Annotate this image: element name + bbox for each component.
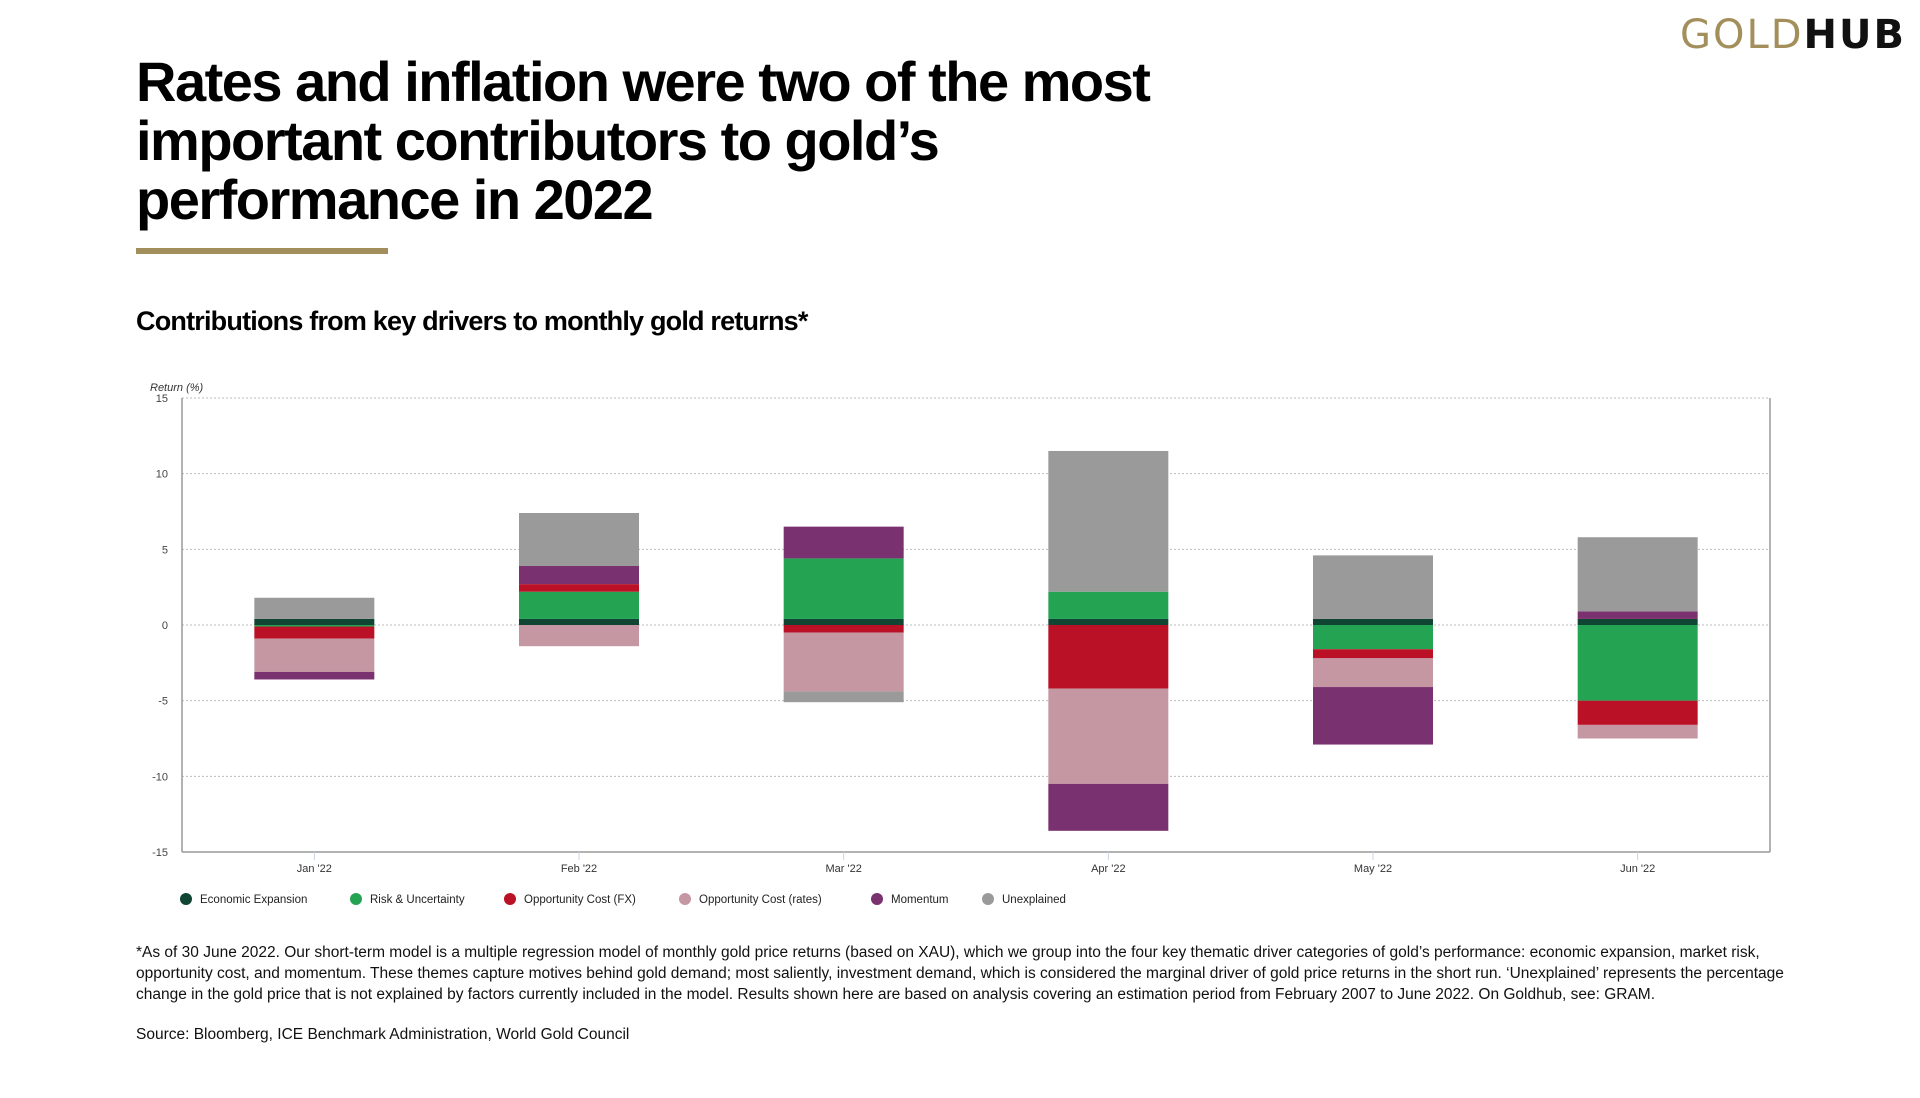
legend-item-unexplained[interactable]: Unexplained — [982, 893, 1066, 906]
legend-marker-icon — [180, 893, 192, 905]
bar-segment-opportunity-cost-fx--0 — [254, 626, 375, 639]
bar-segment-risk-uncertainty-3 — [1048, 591, 1169, 619]
y-tick-label: -5 — [158, 696, 168, 708]
bar-segment-opportunity-cost-fx--2 — [783, 625, 904, 633]
bar-segment-opportunity-cost-rates--2 — [783, 632, 904, 692]
footnote: *As of 30 June 2022. Our short-term mode… — [136, 944, 1784, 1003]
legend-marker-icon — [350, 893, 362, 905]
bar-segment-momentum-5 — [1577, 611, 1698, 619]
bar-segment-opportunity-cost-fx--3 — [1048, 625, 1169, 689]
page-title: Rates and inflation were two of the most… — [136, 50, 1151, 231]
chart-subtitle: Contributions from key drivers to monthl… — [136, 306, 808, 336]
bar-segment-opportunity-cost-fx--1 — [519, 584, 639, 592]
legend: Economic Expansion Risk & Uncertainty Oppo… — [180, 893, 1066, 906]
legend-label: Opportunity Cost (rates) — [699, 894, 822, 906]
x-tick-label: Mar '22 — [825, 863, 861, 875]
bar-segment-unexplained-1 — [519, 513, 639, 566]
legend-item-opportunity-cost-rates-[interactable]: Opportunity Cost (rates) — [679, 893, 822, 906]
bar-segment-opportunity-cost-fx--4 — [1313, 649, 1433, 659]
x-tick-label: Jan '22 — [297, 863, 332, 875]
legend-marker-icon — [504, 893, 516, 905]
legend-marker-icon — [982, 893, 994, 905]
y-tick-label: 0 — [162, 620, 168, 632]
bar-segment-risk-uncertainty-5 — [1577, 625, 1698, 701]
bar-segment-unexplained-3 — [1048, 450, 1169, 592]
bar-segment-risk-uncertainty-0 — [254, 625, 375, 627]
y-tick-label: 10 — [156, 469, 168, 481]
source-note: Source: Bloomberg, ICE Benchmark Adminis… — [136, 1026, 630, 1043]
legend-label: Risk & Uncertainty — [370, 894, 465, 906]
bar-segment-momentum-1 — [519, 565, 639, 585]
bar-segment-opportunity-cost-fx--5 — [1577, 700, 1698, 725]
x-tick-label: Apr '22 — [1091, 863, 1126, 875]
bar-segment-opportunity-cost-rates--5 — [1577, 724, 1698, 739]
x-tick-label: Jun '22 — [1620, 863, 1655, 875]
bar-segment-momentum-3 — [1048, 783, 1169, 831]
bar-segment-momentum-4 — [1313, 687, 1433, 745]
bar-segment-momentum-0 — [254, 671, 375, 680]
legend-item-economic-expansion[interactable]: Economic Expansion — [180, 893, 307, 906]
plot-frame — [181, 398, 1771, 853]
legend-marker-icon — [679, 893, 691, 905]
gridlines — [182, 397, 1770, 777]
legend-item-momentum[interactable]: Momentum — [871, 893, 949, 906]
y-tick-label: 5 — [162, 544, 168, 556]
bar-segment-momentum-2 — [783, 526, 904, 559]
bar-segment-economic-expansion-4 — [1313, 618, 1433, 625]
bar-segment-unexplained-2 — [783, 691, 904, 703]
legend-label: Unexplained — [1002, 894, 1066, 906]
bars — [254, 450, 1698, 831]
stacked-bar-chart: 15 10 5 0 -5 -10 -15 Return (%) Jan '22 Feb '22… — [150, 382, 1771, 906]
bar-segment-unexplained-0 — [254, 597, 375, 619]
goldhub-logo: GOLDHUB — [1680, 12, 1906, 58]
bar-segment-risk-uncertainty-2 — [783, 558, 904, 619]
bar-segment-opportunity-cost-rates--0 — [254, 638, 375, 672]
legend-marker-icon — [871, 893, 883, 905]
x-tick-label: May '22 — [1354, 863, 1392, 875]
bar-segment-risk-uncertainty-1 — [519, 591, 639, 619]
bar-segment-economic-expansion-0 — [254, 618, 375, 625]
bar-segment-economic-expansion-1 — [519, 618, 639, 625]
y-tick-label: -15 — [152, 847, 168, 859]
logo-gold: GOLD — [1679, 12, 1804, 58]
bar-segment-economic-expansion-2 — [783, 618, 904, 625]
y-tick-label: 15 — [156, 393, 168, 405]
y-axis-label: Return (%) — [150, 382, 204, 394]
bar-segment-economic-expansion-3 — [1048, 618, 1169, 625]
x-tick-label: Feb '22 — [561, 863, 597, 875]
bar-segment-opportunity-cost-rates--3 — [1048, 688, 1169, 784]
legend-label: Economic Expansion — [200, 894, 307, 906]
legend-item-risk-uncertainty[interactable]: Risk & Uncertainty — [350, 893, 465, 906]
bar-segment-unexplained-4 — [1313, 555, 1433, 619]
logo-hub: HUB — [1803, 12, 1906, 58]
x-axis-ticks: Jan '22 Feb '22 Mar '22 Apr '22 May '22 Jun '… — [297, 852, 1655, 875]
legend-item-opportunity-cost-fx-[interactable]: Opportunity Cost (FX) — [504, 893, 636, 906]
bar-segment-opportunity-cost-rates--4 — [1313, 658, 1433, 688]
y-tick-label: -10 — [152, 771, 168, 783]
title-underline — [136, 248, 388, 254]
bar-segment-risk-uncertainty-4 — [1313, 625, 1433, 650]
bar-segment-economic-expansion-5 — [1577, 618, 1698, 625]
legend-label: Opportunity Cost (FX) — [524, 894, 636, 906]
bar-segment-opportunity-cost-rates--1 — [519, 625, 639, 647]
bar-segment-unexplained-5 — [1577, 537, 1698, 612]
legend-label: Momentum — [891, 894, 949, 906]
y-axis-ticks: 15 10 5 0 -5 -10 -15 — [152, 393, 168, 859]
